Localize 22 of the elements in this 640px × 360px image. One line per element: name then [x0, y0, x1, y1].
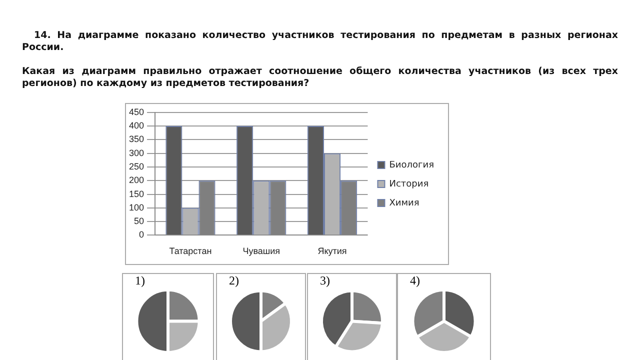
y-tick-label: 200 — [128, 175, 144, 186]
chart-subtitle: Какая из диаграмм правильно отражает соотношение общего количества участников (из всех трех регионов) по каждому из предметов тестирования? — [22, 66, 618, 90]
y-tick-label: 300 — [128, 148, 144, 158]
chart-title: 3) — [320, 273, 330, 288]
x-tick-label: Чувашия — [242, 246, 280, 256]
y-tick-label: 0 — [139, 230, 144, 240]
chart-title: 4) — [410, 273, 420, 288]
y-tick-label: 350 — [128, 134, 144, 144]
y-tick-label: 100 — [128, 202, 144, 212]
legend-label: Биология — [389, 160, 434, 170]
y-tick-label: 450 — [128, 106, 144, 117]
y-tick-label: 150 — [128, 188, 144, 199]
y-tick-label: 400 — [128, 120, 144, 131]
legend-label: История — [389, 179, 429, 190]
y-tick-label: 250 — [128, 161, 144, 172]
chart-title: 1) — [135, 273, 145, 288]
x-tick-label: Татарстан — [169, 246, 212, 256]
legend-label: Химия — [389, 198, 420, 208]
x-tick-label: Якутия — [318, 246, 347, 256]
chart-title: 2) — [229, 273, 239, 288]
chart-title: 14. На диаграмме показано количество участников тестирования по предметам в разных регионах России. — [22, 30, 618, 54]
y-tick-label: 50 — [134, 216, 144, 226]
